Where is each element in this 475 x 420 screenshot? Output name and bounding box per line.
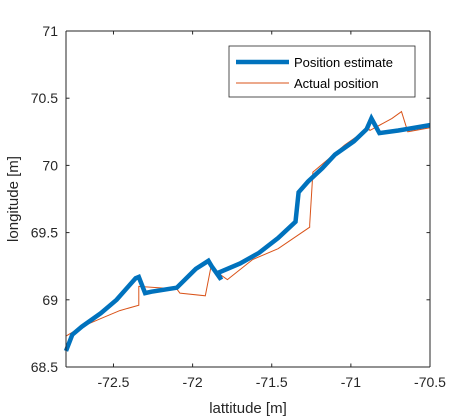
x-tick-label: -70.5 [414, 374, 446, 390]
y-tick-label: 69.5 [31, 225, 58, 241]
y-tick-label: 69 [42, 292, 58, 308]
tick-label-layer: -72.5 -72 -71.5 -71 -70.5 68.5 69 69.5 70 70.5 71 [31, 23, 446, 390]
y-tick-label: 71 [42, 23, 58, 39]
legend-box [228, 45, 416, 98]
legend-label-actual-position: Actual position [294, 76, 379, 91]
x-tick-label: -71.5 [256, 374, 288, 390]
legend-label-position-estimate: Position estimate [294, 55, 393, 70]
x-tick-label: -72.5 [98, 374, 130, 390]
x-tick-label: -72 [182, 374, 202, 390]
x-axis-label: lattitude [m] [209, 400, 287, 417]
y-axis-label: longitude [m] [5, 156, 22, 242]
y-tick-label: 70 [42, 157, 58, 173]
legend: Position estimate Actual position [228, 45, 416, 98]
series-layer [63, 110, 431, 352]
series-line-position-estimate [63, 113, 431, 352]
series-line-actual-position [65, 110, 431, 337]
y-tick-label: 68.5 [31, 359, 58, 375]
axes-layer [65, 30, 431, 368]
x-tick-label: -71 [341, 374, 361, 390]
y-tick-label: 70.5 [31, 90, 58, 106]
